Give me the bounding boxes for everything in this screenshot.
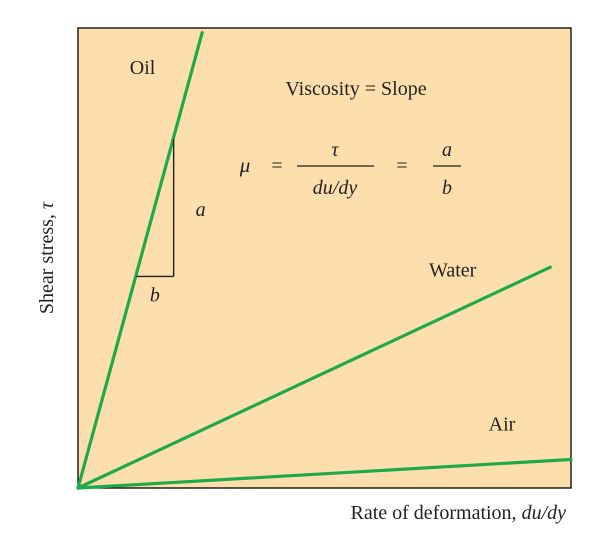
x-axis-label: Rate of deformation, du/dy [351, 502, 567, 524]
series-label-air: Air [489, 414, 516, 436]
y-axis-label-text: Shear stress, [36, 209, 58, 314]
plot-area [77, 27, 572, 489]
viscosity-formula: μ = τ du/dy = a b [239, 139, 461, 199]
formula-ratio-numerator: a [442, 139, 452, 161]
x-axis-label-italic: du/dy [522, 502, 567, 524]
series-line-air [76, 457, 573, 490]
x-axis-label-text: Rate of deformation, [351, 502, 522, 524]
y-axis-label: Shear stress, τ [36, 201, 58, 314]
formula-ratio-denominator: b [442, 177, 452, 199]
viscosity-heading: Viscosity = Slope [285, 78, 426, 100]
formula-denominator: du/dy [313, 177, 358, 199]
formula-equals: = [271, 155, 282, 177]
label-layer: Oil Water Air [130, 57, 516, 436]
formula-equals-2: = [396, 155, 407, 177]
series-label-water: Water [429, 259, 477, 281]
slope-rise-label: a [196, 199, 206, 221]
y-axis-label-italic: τ [36, 201, 58, 209]
formula-mu: μ [239, 153, 251, 177]
slope-run-label: b [150, 284, 160, 306]
series-line-oil [76, 30, 204, 490]
slope-triangle: ab [136, 139, 206, 306]
series-label-oil: Oil [130, 57, 156, 79]
formula-numerator: τ [331, 139, 339, 161]
series-layer [76, 30, 573, 490]
series-line-water [76, 265, 552, 490]
